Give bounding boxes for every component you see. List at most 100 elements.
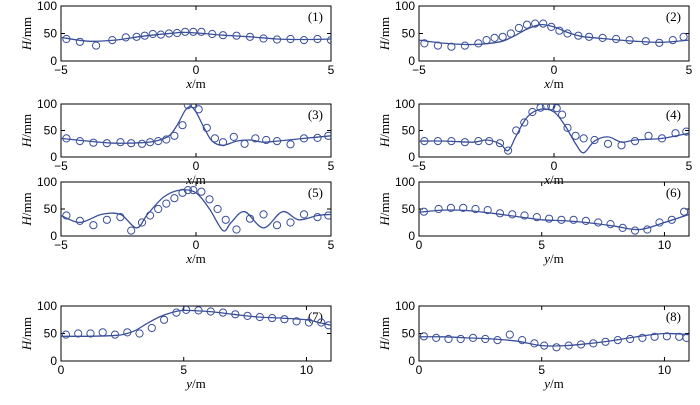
data-point (156, 30, 165, 39)
plot-area (419, 104, 689, 155)
data-point (512, 126, 521, 135)
plot-area (419, 19, 689, 51)
data-point (541, 104, 550, 111)
y-tick-label: 0 (50, 150, 57, 164)
y-axis-var: H (19, 216, 34, 227)
data-point (625, 36, 634, 45)
data-point (259, 34, 268, 43)
data-point (218, 31, 228, 40)
x-axis-label: x/m (185, 172, 206, 187)
data-point (299, 134, 309, 143)
data-point (232, 225, 241, 234)
data-point (679, 32, 688, 41)
y-tick-label: 100 (395, 299, 415, 313)
x-tick-label: 5 (328, 63, 335, 77)
data-point (545, 214, 554, 223)
plot-frame (418, 5, 690, 62)
x-axis-label: x/m (185, 251, 206, 266)
data-point (173, 28, 182, 38)
data-point (132, 32, 141, 41)
y-tick-label: 0 (50, 54, 57, 68)
y-axis-var: H (377, 137, 392, 148)
data-point (613, 336, 622, 345)
data-point (197, 187, 206, 196)
y-tick-label: 50 (402, 202, 416, 216)
data-point (606, 220, 615, 229)
data-point (137, 218, 147, 227)
data-point (89, 221, 98, 230)
data-point (508, 210, 517, 219)
data-point (170, 194, 179, 203)
data-point (552, 343, 561, 352)
x-tick-label: 5 (180, 363, 187, 377)
data-point (618, 223, 627, 232)
x-axis-label: y/m (184, 376, 206, 391)
x-axis-unit: /m (550, 172, 564, 187)
x-axis-var: x (185, 172, 192, 187)
y-tick-label: 50 (44, 327, 58, 341)
x-axis-unit: /m (550, 376, 564, 391)
x-axis-unit: /m (192, 376, 206, 391)
panel-label: (2) (666, 9, 681, 24)
data-point (75, 37, 85, 46)
data-point (598, 33, 607, 43)
x-tick-label: −5 (54, 63, 68, 77)
y-axis-unit: /mm (19, 317, 34, 341)
data-point (218, 308, 228, 317)
y-axis-var: H (377, 340, 392, 351)
fitted-curve (419, 209, 689, 231)
data-point (460, 41, 469, 50)
data-point (518, 336, 527, 345)
data-point (644, 131, 653, 140)
data-point (286, 218, 295, 227)
x-tick-label: 0 (551, 63, 558, 77)
data-point (102, 139, 112, 148)
y-axis-unit: /mm (19, 192, 34, 216)
data-point (262, 135, 271, 145)
data-point (552, 104, 561, 113)
data-point (446, 203, 455, 212)
data-point (483, 206, 492, 215)
data-point (123, 328, 132, 337)
y-tick-label: 0 (50, 354, 57, 368)
data-point (127, 139, 136, 148)
data-point (520, 211, 529, 220)
x-axis-unit: /m (192, 76, 206, 91)
data-point (612, 34, 621, 44)
data-point (655, 38, 664, 47)
fitted-curve (419, 108, 689, 154)
data-point (61, 330, 71, 339)
data-point (662, 332, 672, 341)
y-tick-label: 50 (44, 202, 58, 216)
x-axis-unit: /m (192, 172, 206, 187)
data-point (251, 134, 260, 143)
data-point (313, 213, 322, 222)
data-point (324, 131, 331, 140)
data-point (444, 334, 453, 344)
plot-frame (60, 305, 332, 362)
data-point (148, 29, 157, 39)
data-point (447, 42, 456, 51)
data-point (520, 118, 529, 127)
x-axis-label: y/m (542, 376, 564, 391)
data-point (178, 188, 187, 197)
data-point (547, 104, 556, 111)
x-tick-label: 0 (416, 238, 423, 252)
y-axis-label: H/mm (19, 114, 34, 148)
panel-label: (6) (666, 185, 681, 200)
data-point (194, 306, 203, 315)
data-point (590, 135, 599, 145)
data-point (447, 137, 456, 146)
data-point (160, 315, 169, 324)
data-point (102, 215, 112, 224)
data-point (558, 110, 567, 119)
data-point (682, 127, 689, 136)
data-point (617, 141, 626, 150)
data-point (164, 29, 174, 38)
data-point (116, 213, 125, 222)
data-point (272, 35, 282, 44)
data-point (474, 39, 483, 48)
data-point (62, 134, 71, 143)
y-tick-label: 0 (408, 229, 415, 243)
panel-label: (3) (308, 107, 323, 122)
